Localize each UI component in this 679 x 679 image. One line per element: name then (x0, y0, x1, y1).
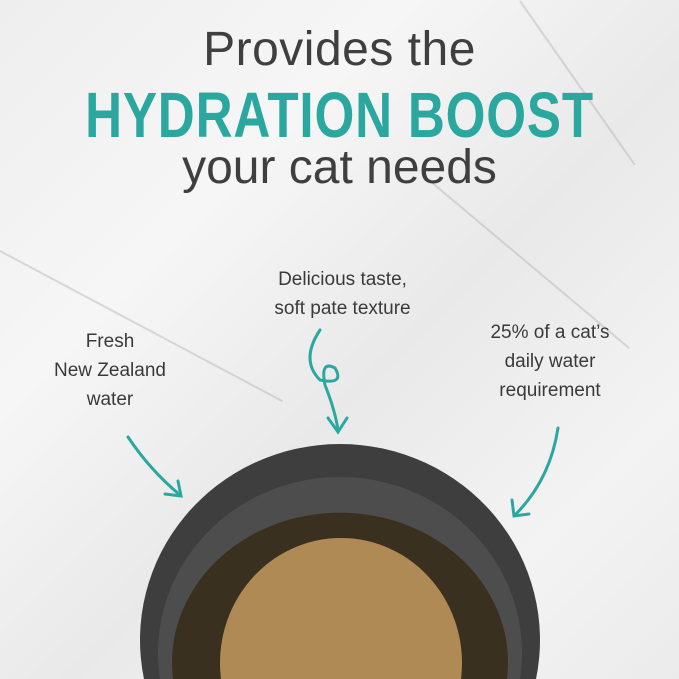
arrow-curved-icon (126, 435, 182, 497)
headline-emphasis: HYDRATION BOOST (85, 79, 594, 151)
arrow-head-icon (510, 498, 531, 518)
callout-text: New Zealand (54, 360, 166, 381)
callout-water: Fresh New Zealand water (35, 327, 185, 414)
callout-requirement: 25% of a cat’s daily water requirement (465, 318, 635, 405)
callout-text: 25% of a cat’s (490, 322, 610, 343)
callout-text: water (86, 389, 134, 410)
callout-text: Delicious taste, (278, 269, 407, 290)
arrow-curved-icon (513, 426, 560, 517)
callout-text: daily water (504, 351, 596, 372)
headline-line-3: your cat needs (182, 141, 497, 194)
bowl (139, 443, 541, 679)
callout-text: soft pate texture (274, 298, 411, 319)
callout-text: Fresh (85, 331, 135, 352)
arrow-head-icon (163, 479, 183, 498)
callout-taste: Delicious taste, soft pate texture (240, 265, 445, 323)
headline-line-1: Provides the (203, 23, 476, 76)
callout-text: requirement (499, 380, 601, 401)
arrow-head-icon (326, 416, 349, 435)
pate (219, 537, 462, 679)
arrow-loop-icon (308, 328, 340, 432)
